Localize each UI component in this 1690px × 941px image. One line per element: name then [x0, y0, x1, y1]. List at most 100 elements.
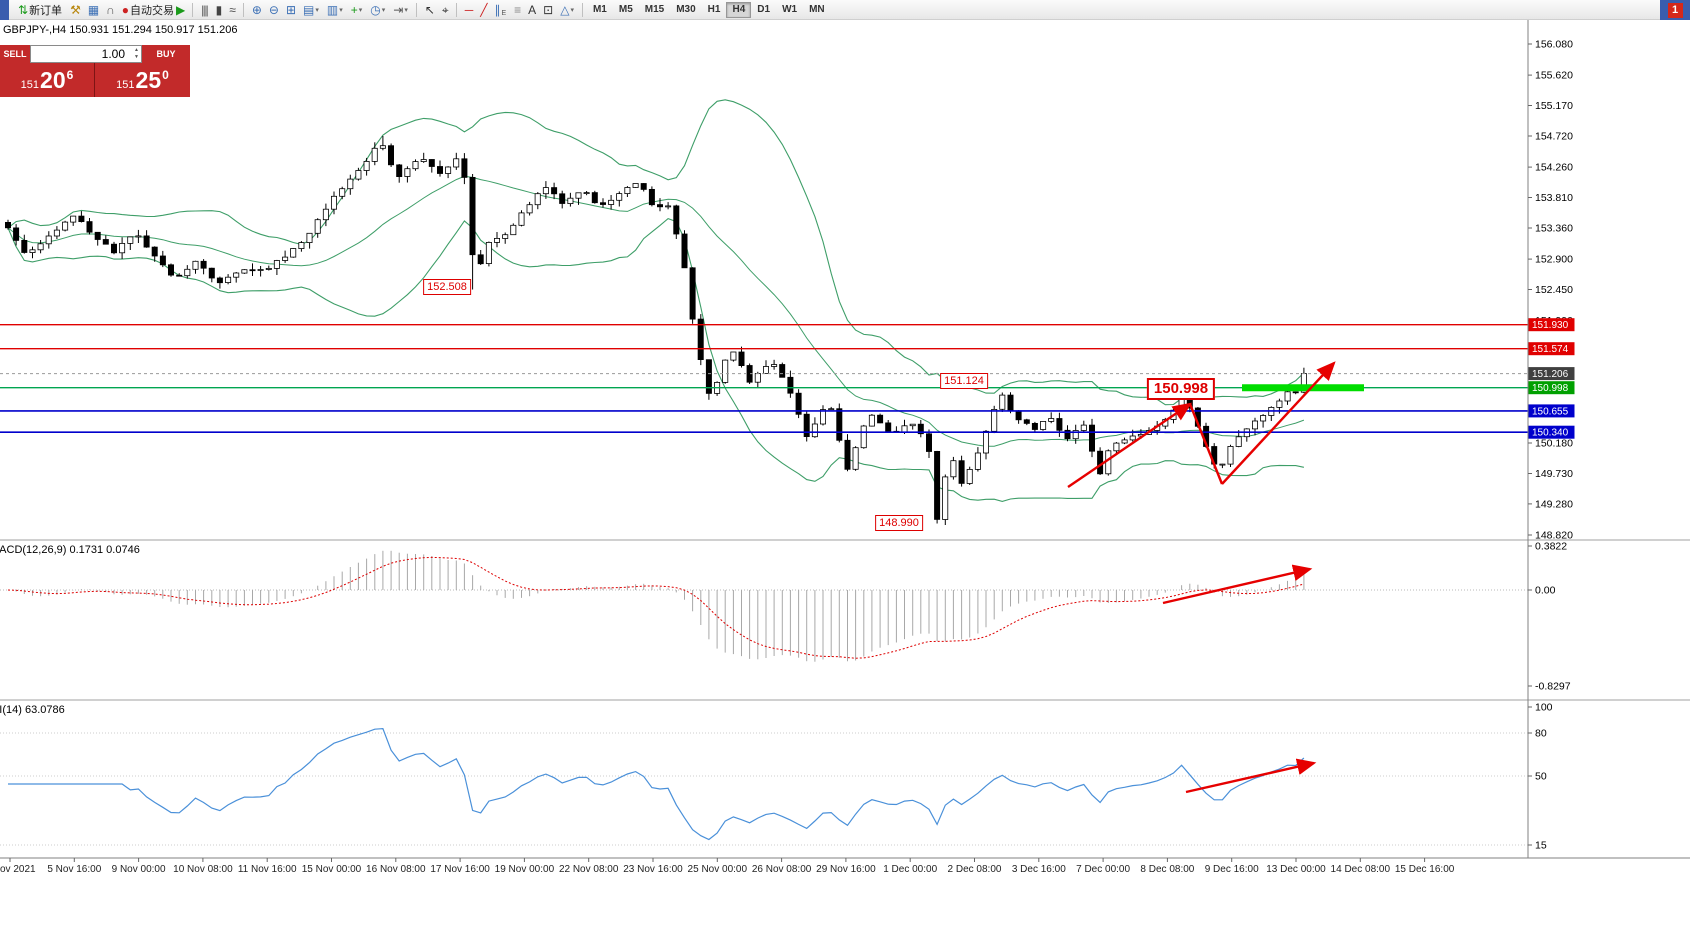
autotrading-button-suffix-icon: ▶: [176, 2, 185, 17]
time-axis-label: 19 Nov 00:00: [495, 864, 555, 875]
sell-price-big: 20: [40, 67, 66, 93]
cursor-button[interactable]: ↖: [421, 1, 438, 19]
channel-button[interactable]: ∥ E: [494, 2, 507, 17]
timeframe-m5[interactable]: M5: [618, 4, 633, 15]
chart-canvas[interactable]: 156.080 155.620 155.170 154.720 154.260 153.8…: [0, 20, 1690, 880]
line-chart-button[interactable]: ≈: [225, 1, 239, 19]
autotrading-button[interactable]: ● 自动交易 ▶: [118, 1, 188, 19]
price-flag-148.990[interactable]: 148.990: [875, 515, 923, 531]
trend-arrow[interactable]: [1067, 402, 1192, 488]
price-tick-label: 156.080: [1535, 39, 1573, 51]
tile-windows-button[interactable]: ⊞: [282, 1, 299, 19]
price-tag-label: 151.574: [1532, 344, 1569, 355]
notification-badge[interactable]: 1: [1667, 2, 1683, 18]
main-chart-layer: [5, 99, 1307, 525]
zoom-in-button[interactable]: ⊕: [248, 1, 265, 19]
trendline-icon: ╱: [480, 2, 487, 17]
price-tag: [1528, 342, 1575, 356]
sell-tab[interactable]: SELL: [0, 45, 30, 63]
timeframe-m30[interactable]: M30: [676, 4, 696, 15]
spinner-down-icon[interactable]: ▼: [134, 54, 139, 60]
time-axis-label: 5 Nov 16:00: [47, 864, 101, 875]
macd-trend-arrow[interactable]: [1162, 564, 1313, 605]
price-flag-150.998[interactable]: 150.998: [1146, 378, 1216, 400]
chevron-down-icon: ▾: [381, 6, 386, 14]
new-order-icon: ⇅: [18, 2, 28, 17]
spinner-up-icon[interactable]: ▲: [134, 47, 139, 53]
volume-spinner[interactable]: ▲ ▼: [134, 47, 139, 61]
horizontal-line-button[interactable]: ─: [461, 1, 477, 19]
price-tag-label: 150.340: [1532, 428, 1569, 439]
zoom-out-button[interactable]: ⊖: [265, 1, 282, 19]
toolbar-separator: [581, 2, 583, 17]
rsi-scale-label: 100: [1535, 702, 1553, 714]
fibonacci-button[interactable]: ≡: [510, 1, 524, 19]
bollinger-middle-band: [7, 175, 1305, 447]
price-tag: [1528, 404, 1575, 418]
timeframe-m1[interactable]: M1: [592, 4, 607, 15]
price-tick-label: 154.260: [1535, 162, 1573, 174]
scripts-button[interactable]: ⚒: [66, 1, 84, 19]
shapes-button[interactable]: △ ▾: [556, 1, 578, 19]
buy-tab[interactable]: BUY: [142, 45, 190, 63]
chart-window-button[interactable]: ▦: [84, 1, 102, 19]
label-button[interactable]: ⊡: [539, 1, 556, 19]
chevron-down-icon: ▾: [339, 6, 343, 14]
price-tick-label: 150.180: [1535, 438, 1573, 450]
chevron-down-icon: ▾: [315, 6, 319, 14]
indicators-button[interactable]: ▤ ▾: [299, 1, 323, 19]
time-axis-label: 13 Dec 00:00: [1266, 864, 1326, 875]
timeframe-mn[interactable]: MN: [809, 4, 825, 15]
window-corner: [0, 0, 9, 20]
chart-shift-button[interactable]: ⇥ ▾: [389, 1, 412, 19]
trendline-button[interactable]: ╱: [476, 1, 490, 19]
price-tag: [1528, 425, 1575, 439]
time-axis-label: 23 Nov 16:00: [623, 864, 683, 875]
macd-scale-label: 0.3822: [1535, 541, 1567, 553]
timeframe-w1[interactable]: W1: [782, 4, 798, 15]
symbol-ohlc-line: GBPJPY-,H4 150.931 151.294 150.917 151.2…: [3, 24, 238, 36]
sell-button[interactable]: 151 20 6: [0, 63, 95, 97]
price-flag-151.124[interactable]: 151.124: [940, 373, 988, 389]
timeframe-d1[interactable]: D1: [757, 4, 771, 15]
timeframe-m15[interactable]: M15: [644, 4, 665, 15]
time-axis-label: 5 Nov 2021: [0, 864, 36, 875]
price-tag-label: 151.206: [1532, 369, 1569, 380]
label-icon: ⊡: [543, 2, 553, 17]
toolbar-separator: [415, 2, 417, 17]
add-indicator-button[interactable]: + ▾: [347, 1, 367, 19]
candlestick-chart-icon: ▮: [215, 2, 223, 17]
trend-arrow[interactable]: [1221, 361, 1336, 485]
price-flag-152.508[interactable]: 152.508: [423, 279, 471, 295]
crosshair-button[interactable]: ⌖: [438, 1, 452, 19]
text-icon: A: [528, 2, 536, 17]
chevron-down-icon: ▾: [404, 6, 408, 14]
bar-chart-button[interactable]: |||: [197, 1, 211, 19]
objects-list-button[interactable]: ▥ ▾: [323, 1, 347, 19]
price-axis[interactable]: 156.080 155.620 155.170 154.720 154.260 153.8…: [1528, 39, 1575, 852]
depth-of-market-button[interactable]: ∩: [102, 1, 118, 19]
candles-layer: [5, 136, 1307, 525]
channel-icon: ∥: [494, 2, 500, 17]
depth-of-market-icon: ∩: [106, 2, 115, 17]
time-axis-label: 9 Dec 16:00: [1205, 864, 1259, 875]
price-tick-label: 152.900: [1535, 254, 1573, 266]
period-button[interactable]: ◷ ▾: [366, 1, 389, 19]
time-axis-label: 1 Dec 00:00: [883, 864, 937, 875]
time-axis-label: 17 Nov 16:00: [430, 864, 490, 875]
time-axis[interactable]: 5 Nov 2021 5 Nov 16:00 9 Nov 00:00 10 Nov 0…: [0, 858, 1455, 875]
trend-arrow[interactable]: [1188, 403, 1224, 485]
text-button[interactable]: A: [524, 1, 539, 19]
buy-button[interactable]: 151 25 0: [95, 63, 190, 97]
candlestick-chart-button[interactable]: ▮: [212, 1, 226, 19]
rsi-trend-arrow[interactable]: [1185, 758, 1317, 794]
time-axis-label: 3 Dec 16:00: [1012, 864, 1066, 875]
objects-list-icon: ▥: [326, 2, 338, 17]
one-click-trading-panel: SELL 1.00 ▲ ▼ BUY 151 20 6 151 25 0: [0, 45, 190, 97]
new-order-button[interactable]: ⇅ 新订单: [14, 1, 66, 19]
crosshair-icon: ⌖: [441, 2, 449, 17]
timeframe-h4[interactable]: H4: [726, 1, 752, 18]
volume-input[interactable]: 1.00 ▲ ▼: [30, 45, 142, 63]
indicators-icon: ▤: [303, 2, 314, 17]
timeframe-h1[interactable]: H1: [707, 4, 721, 15]
